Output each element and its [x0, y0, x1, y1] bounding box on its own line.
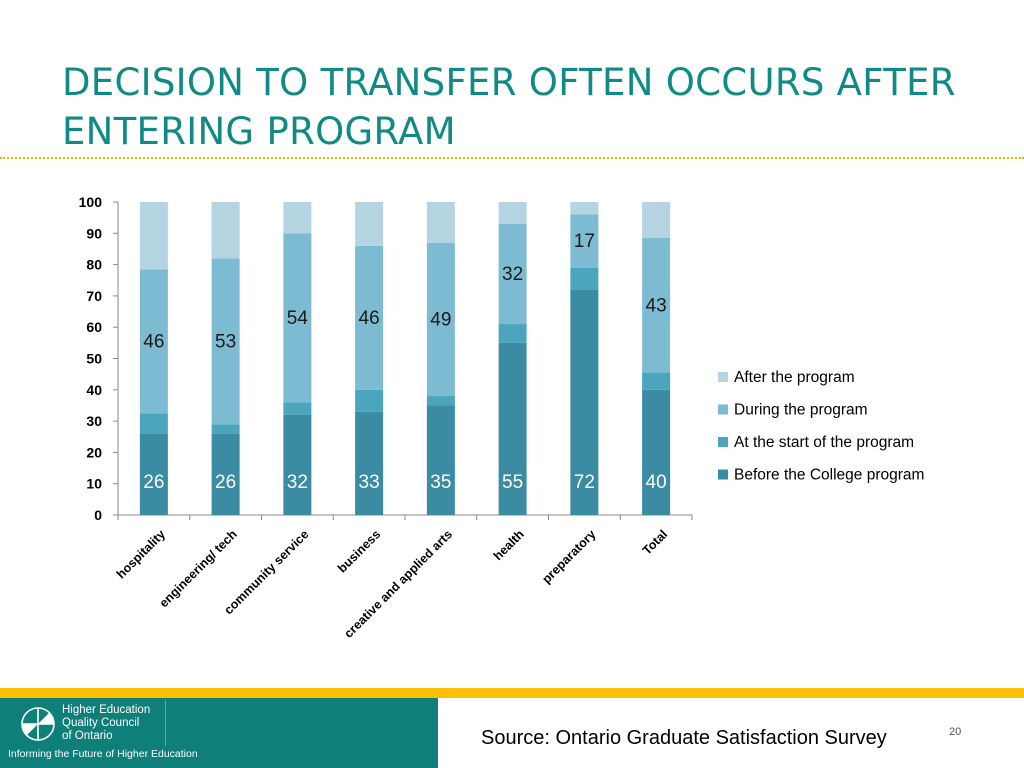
legend-label: At the start of the program: [734, 434, 914, 451]
legend-label: During the program: [734, 402, 868, 419]
bar-segment: [139, 413, 168, 434]
logo-divider: [165, 700, 166, 746]
data-label: 32: [287, 472, 308, 493]
bar-segment: [642, 202, 671, 238]
bar-segment: [570, 267, 599, 290]
y-tick-label: 70: [86, 288, 102, 304]
bar-segment: [355, 245, 384, 390]
legend-label: Before the College program: [734, 467, 924, 484]
y-tick-label: 20: [86, 444, 102, 460]
bar-segment: [498, 202, 527, 224]
legend-swatch: [718, 437, 728, 447]
data-label: 43: [646, 295, 667, 316]
data-label: 55: [502, 472, 523, 493]
data-label: 53: [215, 331, 236, 352]
slide-title: DECISION TO TRANSFER OFTEN OCCURS AFTER …: [62, 58, 962, 156]
data-label: 54: [287, 308, 309, 329]
bar-segment: [355, 389, 384, 412]
y-tick-label: 30: [86, 413, 102, 429]
bar-segment: [211, 424, 240, 434]
bar-segment: [570, 214, 599, 268]
y-tick-label: 40: [86, 382, 102, 398]
bar-segment: [426, 242, 455, 397]
logo-text-line-1: Higher Education: [62, 704, 151, 716]
bar-segment: [283, 414, 312, 515]
source-note: Source: Ontario Graduate Satisfaction Su…: [481, 727, 887, 749]
y-tick-label: 100: [79, 194, 103, 210]
bar-segment: [642, 372, 671, 390]
legend-swatch: [718, 469, 728, 480]
y-tick-label: 0: [94, 507, 102, 523]
bar-segment: [498, 223, 527, 325]
x-tick-label: health: [491, 527, 527, 563]
data-label: 49: [430, 309, 451, 330]
bar-segment: [355, 411, 384, 515]
bar-segment: [498, 342, 527, 515]
data-label: 17: [574, 231, 595, 252]
bar-segment: [642, 389, 671, 515]
stacked-bar-chart: 0 10 20 30 40 50 60 70 80 90 100 26 46 hospitality 26 5…: [79, 194, 925, 641]
bar-segment: [642, 237, 671, 373]
y-tick-label: 90: [86, 225, 102, 241]
y-tick-label: 50: [86, 351, 102, 367]
y-tick-label: 60: [86, 319, 102, 335]
page-number: 20: [949, 726, 962, 738]
bar-segment: [211, 433, 240, 515]
x-tick-label: engineering/ tech: [157, 527, 240, 610]
bar-segment: [426, 405, 455, 515]
x-tick-label: hospitality: [114, 527, 168, 581]
data-label: 46: [359, 308, 380, 329]
data-label: 33: [359, 472, 380, 493]
y-tick-label: 10: [86, 476, 102, 492]
data-label: 72: [574, 472, 595, 493]
title-divider: [0, 157, 1024, 159]
bar-segment: [139, 202, 168, 270]
x-tick-label: preparatory: [539, 527, 598, 586]
data-label: 46: [143, 331, 164, 352]
legend-swatch: [718, 372, 728, 382]
data-label: 35: [430, 472, 451, 493]
legend-swatch: [718, 404, 728, 415]
bar-segment: [498, 324, 527, 343]
slide-title-line-1: DECISION TO TRANSFER OFTEN OCCURS AFTER: [62, 61, 956, 104]
logo-tagline: Informing the Future of Higher Education: [8, 748, 198, 760]
data-label: 32: [502, 264, 523, 285]
bar-segment: [355, 202, 384, 246]
data-label: 26: [143, 472, 164, 493]
bar-segment: [570, 289, 599, 515]
x-tick-label: Total: [640, 527, 670, 557]
heqco-logo-icon: [21, 707, 55, 741]
logo-text-line-3: of Ontario: [62, 730, 113, 742]
bar-segment: [570, 202, 599, 215]
bar-segment: [426, 202, 455, 243]
y-tick-label: 80: [86, 257, 102, 273]
slide-title-line-2: ENTERING PROGRAM: [62, 110, 456, 153]
bar-segment: [139, 269, 168, 414]
footer-logo-panel: [0, 698, 438, 768]
bar-segment: [283, 202, 312, 234]
data-label: 40: [646, 472, 667, 493]
legend-label: After the program: [734, 369, 855, 386]
x-tick-label: business: [335, 527, 383, 575]
bar-segment: [211, 258, 240, 425]
logo-text-line-2: Quality Council: [62, 717, 140, 729]
bar-segment: [283, 402, 312, 415]
data-label: 26: [215, 472, 236, 493]
bar-segment: [139, 433, 168, 515]
bar-segment: [283, 233, 312, 403]
footer-yellow-band: [0, 688, 1024, 698]
bar-segment: [211, 202, 240, 259]
bar-segment: [426, 396, 455, 406]
